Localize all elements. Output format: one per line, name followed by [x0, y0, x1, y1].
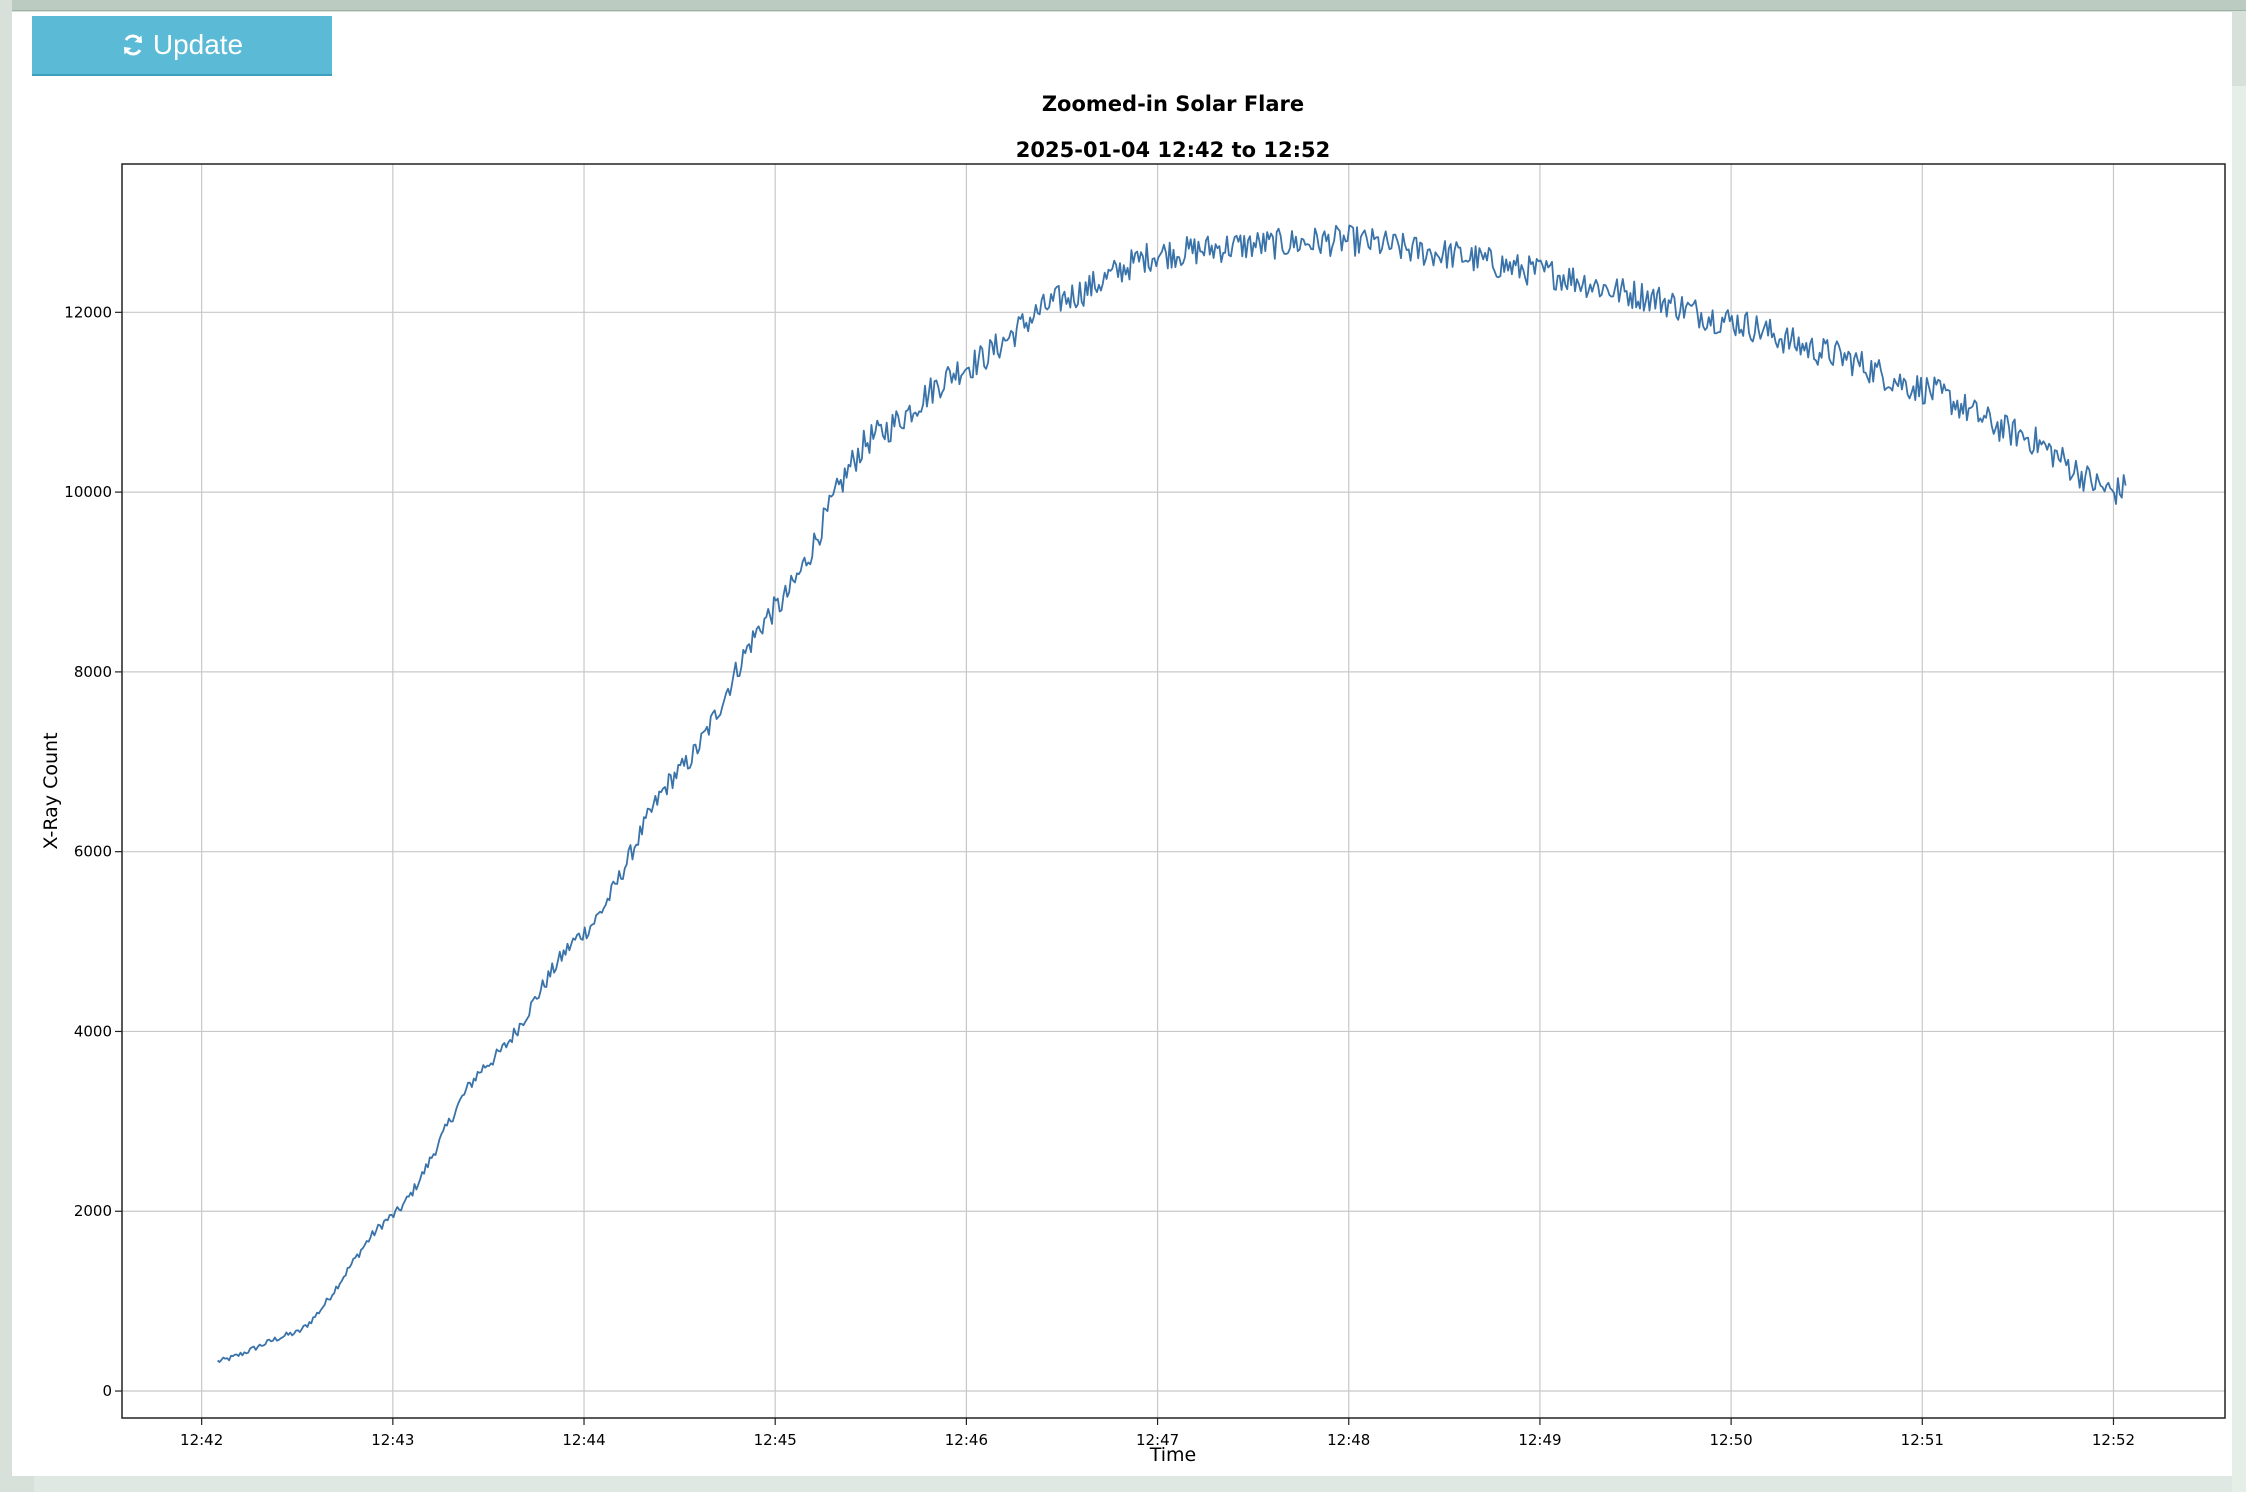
window-top-bar [12, 0, 2246, 11]
x-tick-label: 12:42 [180, 1431, 223, 1449]
y-tick-label: 4000 [74, 1022, 112, 1040]
x-tick-label: 12:51 [1901, 1431, 1944, 1449]
x-tick-label: 12:50 [1709, 1431, 1752, 1449]
x-axis-label: Time [1149, 1444, 1197, 1466]
plot-area-border [121, 163, 2226, 1419]
x-tick-label: 12:43 [371, 1431, 414, 1449]
update-button-label: Update [152, 29, 244, 60]
update-button[interactable]: Update [32, 16, 332, 76]
series-line [217, 224, 2127, 1363]
y-tick-label: 2000 [74, 1202, 112, 1220]
y-axis-label: X-Ray Count [40, 732, 62, 849]
chart-panel [12, 12, 2232, 1476]
y-tick-label: 8000 [74, 663, 112, 681]
x-tick-label: 12:46 [945, 1431, 988, 1449]
x-tick-label: 12:44 [562, 1431, 605, 1449]
y-tick-label: 12000 [64, 303, 112, 321]
x-tick-label: 12:47 [1136, 1431, 1179, 1449]
refresh-icon [121, 33, 145, 57]
chart-subtitle: 2025-01-04 12:42 to 12:52 [1016, 138, 1330, 162]
x-tick-label: 12:45 [754, 1431, 797, 1449]
chart-title: Zoomed-in Solar Flare [1042, 92, 1304, 116]
bottom-margin-strip [34, 1476, 2232, 1492]
x-tick-label: 12:48 [1327, 1431, 1370, 1449]
x-tick-label: 12:52 [2092, 1431, 2135, 1449]
series-line-group [217, 224, 2127, 1363]
y-tick-label: 10000 [64, 483, 112, 501]
grid [122, 164, 2225, 1418]
right-margin-strip [2232, 86, 2246, 1492]
y-tick-label: 6000 [74, 843, 112, 861]
y-tick-label: 0 [102, 1382, 112, 1400]
tick-marks [115, 311, 2115, 1425]
x-tick-label: 12:49 [1518, 1431, 1561, 1449]
